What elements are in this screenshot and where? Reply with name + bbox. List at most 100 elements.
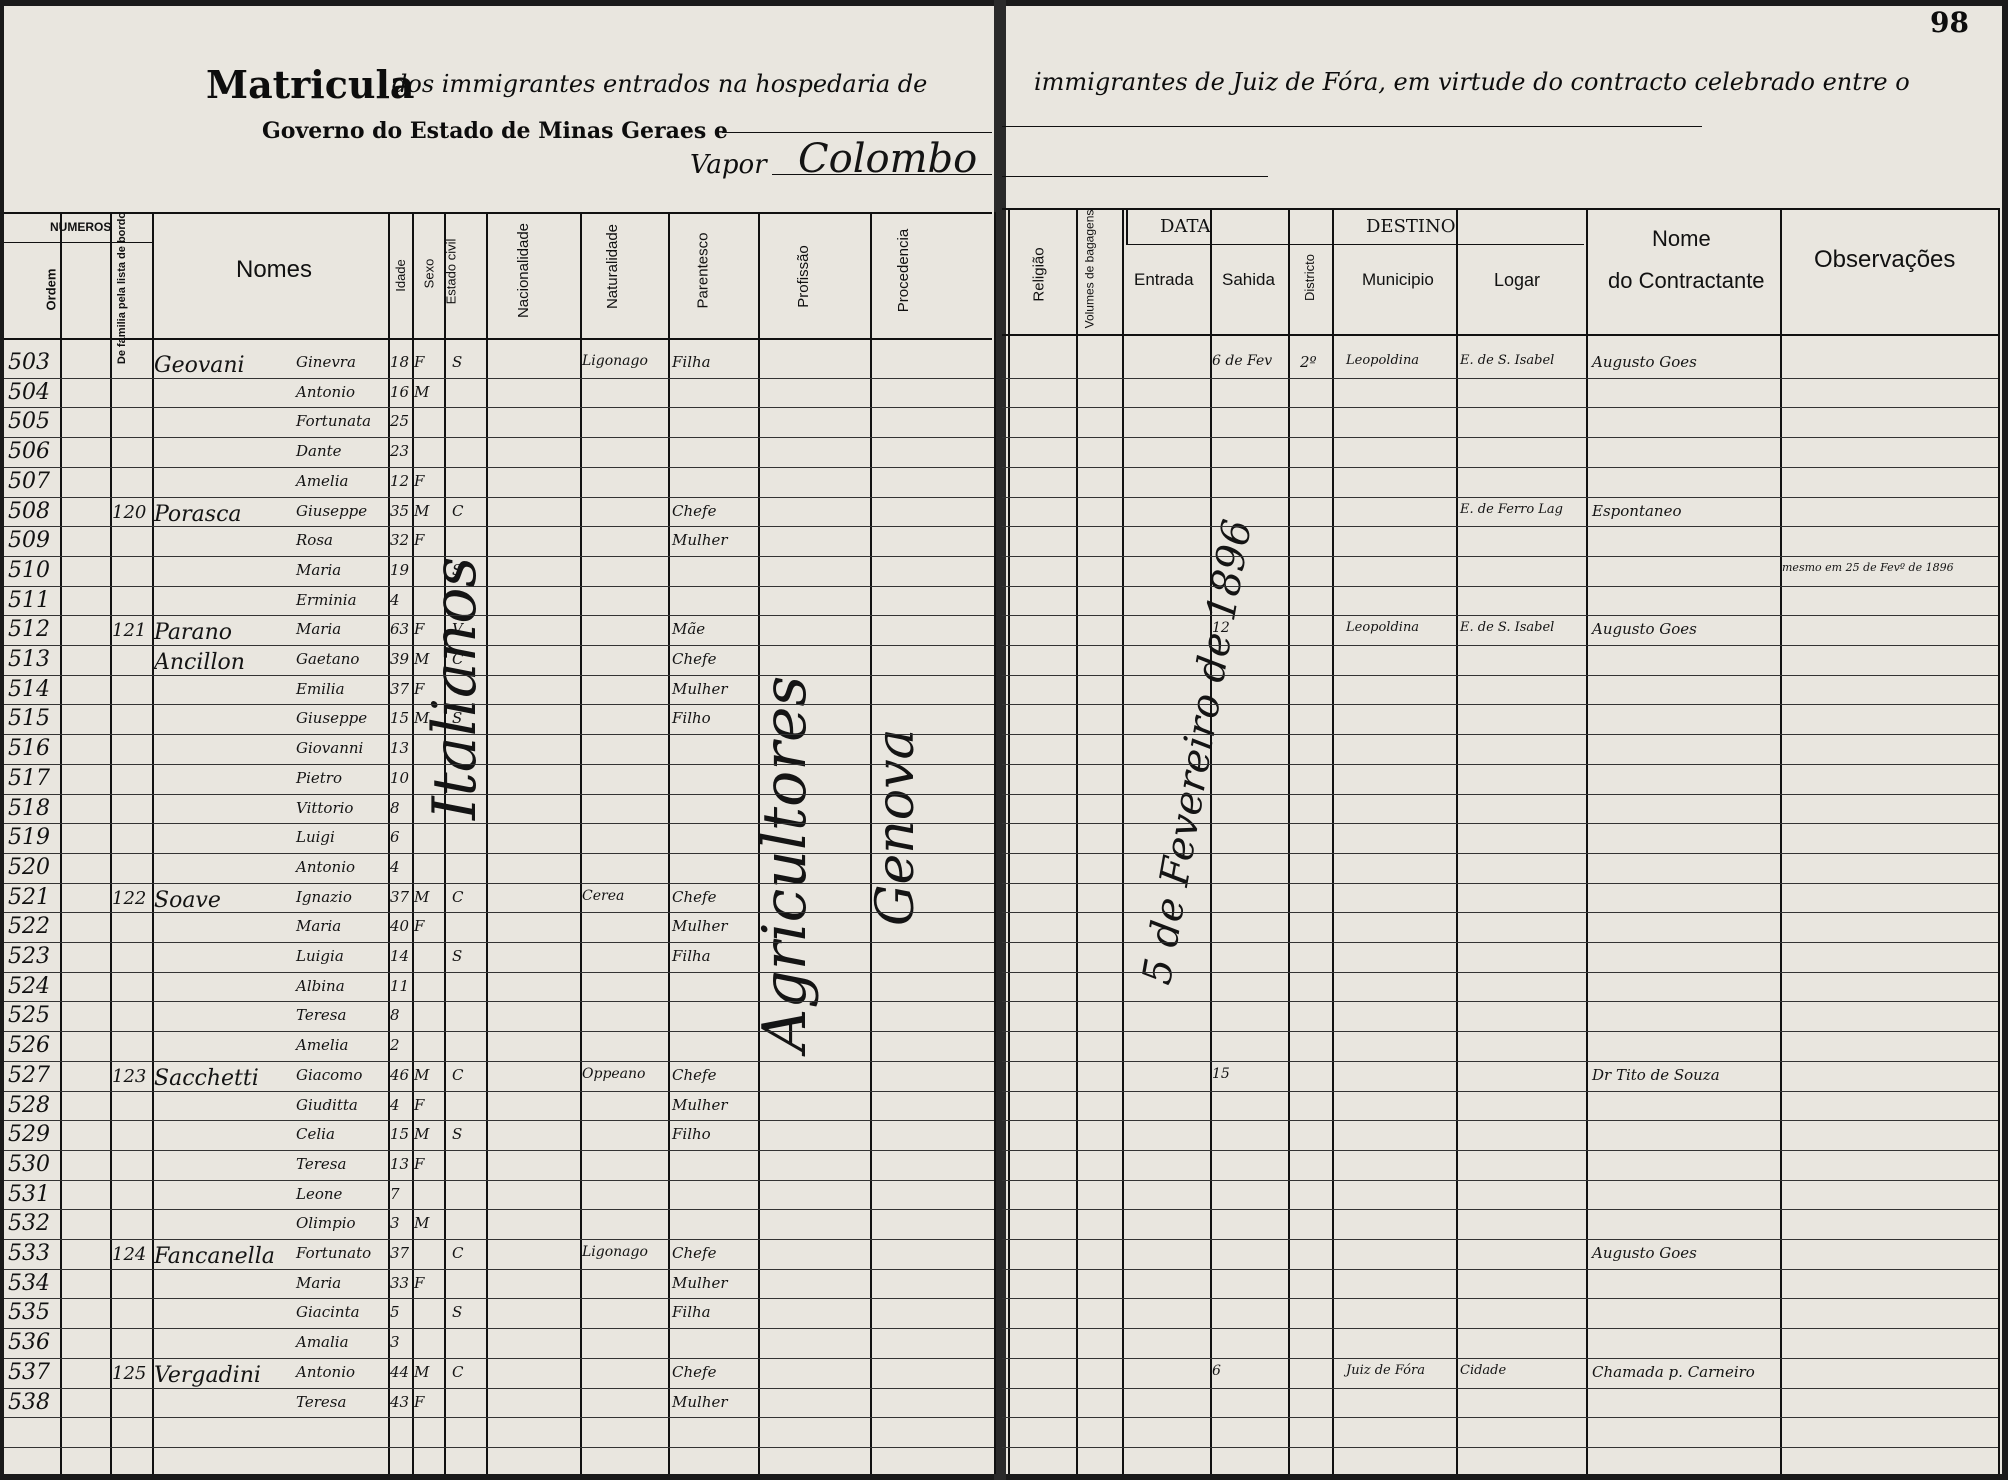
cell-ordem: 504	[8, 380, 50, 405]
cell-logar: E. de Ferro Lag	[1460, 502, 1563, 517]
cell-sexo: M	[414, 1066, 430, 1084]
cell-sobrenome: Porasca	[154, 502, 242, 527]
column-rule	[994, 212, 996, 1474]
cell-idade: 16	[390, 383, 410, 401]
row-rule	[4, 1180, 994, 1181]
cell-sexo: F	[414, 353, 425, 371]
cell-nome: Pietro	[296, 769, 342, 787]
cell-sexo: F	[414, 917, 425, 935]
cell-nome: Celia	[296, 1125, 335, 1143]
cell-nome: Antonio	[296, 858, 356, 876]
row-rule	[1002, 1417, 1998, 1418]
header-sahida: Sahida	[1222, 270, 1275, 289]
cell-estado: C	[452, 502, 464, 520]
cell-idade: 15	[390, 709, 410, 727]
row-rule	[1002, 764, 1998, 765]
cell-nome: Fortunato	[296, 1244, 372, 1262]
column-rule	[758, 212, 760, 1474]
cell-sobrenome: Ancillon	[154, 650, 245, 675]
cell-sexo: F	[414, 1393, 425, 1411]
cell-idade: 11	[390, 977, 410, 995]
vapor-name: Colombo	[798, 136, 978, 182]
cell-parentesco: Filho	[672, 1125, 711, 1143]
cell-ordem: 517	[8, 766, 50, 791]
cell-idade: 43	[390, 1393, 410, 1411]
row-rule	[1002, 1180, 1998, 1181]
cell-familia: 121	[112, 620, 147, 641]
cell-ordem: 537	[8, 1360, 50, 1385]
cell-nome: Teresa	[296, 1006, 347, 1024]
row-rule	[1002, 615, 1998, 616]
row-rule	[1002, 704, 1998, 705]
row-rule	[4, 1120, 994, 1121]
header-familia: De familia pela lista de bordo	[116, 211, 129, 365]
cell-idade: 2	[390, 1036, 400, 1054]
cell-idade: 13	[390, 739, 410, 757]
cell-obs: mesmo em 25 de Fevº de 1896	[1782, 561, 1954, 574]
cell-idade: 8	[390, 799, 400, 817]
cell-sexo: M	[414, 709, 430, 727]
procedencia-vertical: Genova	[866, 728, 926, 927]
cell-nome: Giuseppe	[296, 502, 368, 520]
cell-nome: Dante	[296, 442, 342, 460]
row-rule	[4, 972, 994, 973]
cell-ordem: 525	[8, 1003, 50, 1028]
cell-ordem: 507	[8, 469, 50, 494]
cell-idade: 33	[390, 1274, 410, 1292]
row-rule	[4, 556, 994, 557]
row-rule	[1002, 972, 1998, 973]
cell-nome: Ignazio	[296, 888, 352, 906]
cell-parentesco: Mulher	[672, 1393, 728, 1411]
header-naturalidade: Naturalidade	[604, 223, 622, 310]
cell-ordem: 532	[8, 1211, 50, 1236]
header-sexo: Sexo	[421, 258, 437, 289]
cell-ordem: 522	[8, 914, 50, 939]
row-rule	[4, 1269, 994, 1270]
cell-nome: Amelia	[296, 1036, 349, 1054]
row-rule	[1002, 1447, 1998, 1448]
row-rule	[4, 1358, 994, 1359]
cell-nome: Albina	[296, 977, 345, 995]
cell-parentesco: Filha	[672, 947, 711, 965]
column-rule	[1076, 208, 1078, 1474]
row-rule	[1002, 1239, 1998, 1240]
cell-ordem: 512	[8, 617, 50, 642]
column-rule	[1586, 208, 1588, 1474]
header-observacoes: Observações	[1814, 246, 1956, 273]
cell-estado: C	[452, 1244, 464, 1262]
row-rule	[1002, 1209, 1998, 1210]
page-number: 98	[1930, 6, 1969, 39]
cell-idade: 5	[390, 1303, 400, 1321]
row-rule	[4, 467, 994, 468]
cell-nome: Teresa	[296, 1155, 347, 1173]
cell-naturalidade: Oppeano	[582, 1066, 646, 1082]
cell-ordem: 527	[8, 1063, 50, 1088]
header-nome: Nome	[1652, 226, 1711, 251]
nacionalidade-vertical: Italianos	[420, 556, 490, 820]
cell-nome: Ginevra	[296, 353, 356, 371]
cell-ordem: 511	[8, 588, 50, 613]
row-rule	[1002, 1120, 1998, 1121]
row-rule	[4, 942, 994, 943]
cell-estado: C	[452, 650, 464, 668]
cell-idade: 37	[390, 888, 410, 906]
row-rule	[4, 586, 994, 587]
header-profissao: Profissão	[794, 245, 812, 308]
header-municipio: Municipio	[1362, 270, 1434, 289]
column-rule	[60, 212, 62, 1474]
row-rule	[1002, 823, 1998, 824]
column-rule	[1332, 208, 1334, 1474]
column-rule	[1998, 208, 2000, 1474]
cell-parentesco: Mulher	[672, 680, 728, 698]
row-rule	[4, 1001, 994, 1002]
row-rule	[4, 794, 994, 795]
row-rule	[1002, 407, 1998, 408]
cell-nome: Giacinta	[296, 1303, 360, 1321]
cell-contractante: Dr Tito de Souza	[1592, 1066, 1720, 1084]
cell-sahida: 6	[1212, 1363, 1221, 1379]
row-rule	[4, 378, 994, 379]
cell-idade: 10	[390, 769, 410, 787]
cell-ordem: 518	[8, 796, 50, 821]
cell-sexo: M	[414, 383, 430, 401]
